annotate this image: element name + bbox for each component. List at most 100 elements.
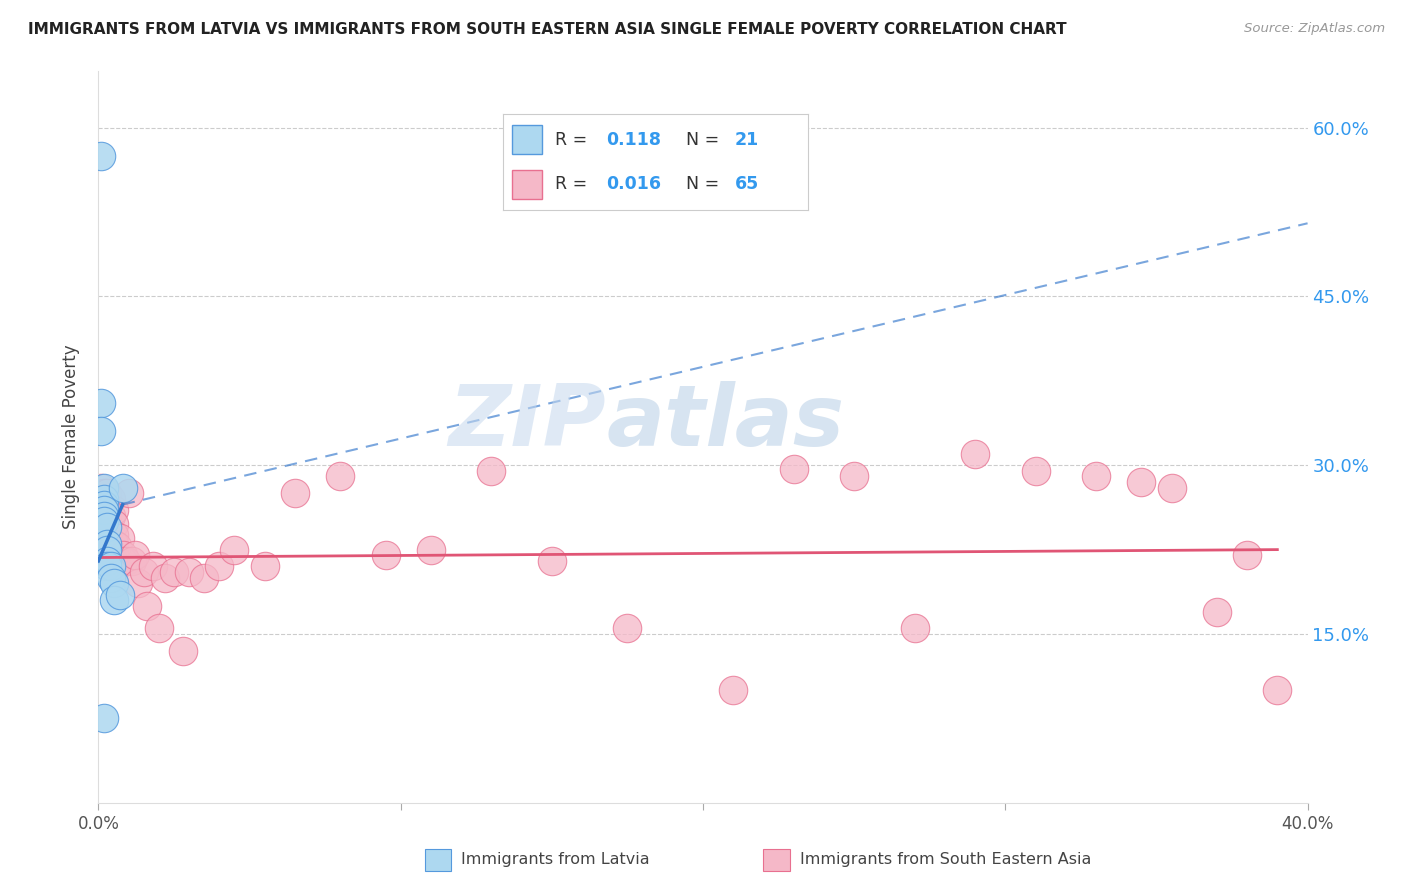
Point: [540, 554, 562, 568]
Point: [783, 461, 806, 475]
Point: [93, 520, 115, 534]
Point: [93, 711, 115, 725]
Point: [965, 447, 987, 461]
Point: [96, 537, 118, 551]
Point: [1024, 464, 1046, 478]
Point: [163, 565, 186, 579]
Point: [1085, 469, 1108, 483]
FancyBboxPatch shape: [512, 126, 543, 154]
Point: [118, 486, 141, 500]
FancyBboxPatch shape: [763, 849, 790, 871]
Point: [103, 528, 125, 542]
Point: [103, 548, 125, 562]
Point: [1160, 481, 1182, 495]
Text: Immigrants from South Eastern Asia: Immigrants from South Eastern Asia: [800, 853, 1091, 867]
Point: [100, 571, 122, 585]
Point: [100, 491, 122, 506]
Point: [1206, 605, 1229, 619]
Point: [96, 554, 118, 568]
Point: [90, 396, 112, 410]
Point: [193, 571, 215, 585]
Point: [132, 565, 155, 579]
Point: [90, 515, 112, 529]
Point: [284, 486, 307, 500]
Point: [329, 469, 352, 483]
Point: [93, 532, 115, 546]
Point: [96, 548, 118, 562]
Text: atlas: atlas: [606, 381, 845, 464]
Text: Immigrants from Latvia: Immigrants from Latvia: [461, 853, 650, 867]
Text: ZIP: ZIP: [449, 381, 606, 464]
Point: [93, 498, 115, 512]
Point: [103, 503, 125, 517]
Text: R =: R =: [554, 131, 592, 149]
Point: [105, 539, 128, 553]
Point: [1267, 683, 1289, 698]
Point: [1130, 475, 1153, 489]
Point: [111, 481, 134, 495]
Point: [253, 559, 276, 574]
Point: [93, 508, 115, 523]
Point: [124, 548, 146, 562]
Point: [127, 576, 149, 591]
FancyBboxPatch shape: [512, 169, 543, 199]
Point: [208, 559, 231, 574]
Point: [93, 508, 115, 523]
Point: [723, 683, 745, 698]
Point: [96, 559, 118, 574]
Text: 0.016: 0.016: [606, 175, 661, 193]
Point: [90, 498, 112, 512]
Point: [100, 554, 122, 568]
Text: N =: N =: [686, 131, 724, 149]
Point: [103, 537, 125, 551]
Point: [103, 576, 125, 591]
Point: [90, 481, 112, 495]
Text: IMMIGRANTS FROM LATVIA VS IMMIGRANTS FROM SOUTH EASTERN ASIA SINGLE FEMALE POVER: IMMIGRANTS FROM LATVIA VS IMMIGRANTS FRO…: [28, 22, 1067, 37]
Point: [96, 508, 118, 523]
Point: [96, 525, 118, 540]
Point: [96, 542, 118, 557]
Point: [153, 571, 176, 585]
Point: [481, 464, 503, 478]
Point: [100, 559, 122, 574]
Text: N =: N =: [686, 175, 724, 193]
Point: [105, 559, 128, 574]
Point: [93, 515, 115, 529]
Point: [172, 644, 194, 658]
Point: [90, 149, 112, 163]
Point: [93, 498, 115, 512]
Point: [420, 542, 443, 557]
FancyBboxPatch shape: [425, 849, 451, 871]
Point: [96, 498, 118, 512]
Point: [179, 565, 201, 579]
Point: [93, 491, 115, 506]
Text: R =: R =: [554, 175, 592, 193]
Point: [114, 554, 136, 568]
Point: [904, 621, 927, 635]
Point: [135, 599, 157, 613]
Point: [93, 486, 115, 500]
Point: [121, 554, 143, 568]
Point: [374, 548, 396, 562]
Text: 65: 65: [734, 175, 759, 193]
Point: [90, 525, 112, 540]
Point: [148, 621, 170, 635]
Point: [93, 542, 115, 557]
Point: [1236, 548, 1258, 562]
Point: [100, 508, 122, 523]
Point: [96, 486, 118, 500]
Point: [96, 537, 118, 551]
Y-axis label: Single Female Poverty: Single Female Poverty: [62, 345, 80, 529]
Point: [93, 503, 115, 517]
Text: 21: 21: [734, 131, 759, 149]
Point: [142, 559, 165, 574]
Point: [103, 593, 125, 607]
Point: [90, 425, 112, 439]
Point: [103, 516, 125, 531]
Text: Source: ZipAtlas.com: Source: ZipAtlas.com: [1244, 22, 1385, 36]
Text: 0.118: 0.118: [606, 131, 661, 149]
Point: [96, 520, 118, 534]
Point: [93, 481, 115, 495]
Point: [844, 469, 866, 483]
Point: [111, 548, 134, 562]
